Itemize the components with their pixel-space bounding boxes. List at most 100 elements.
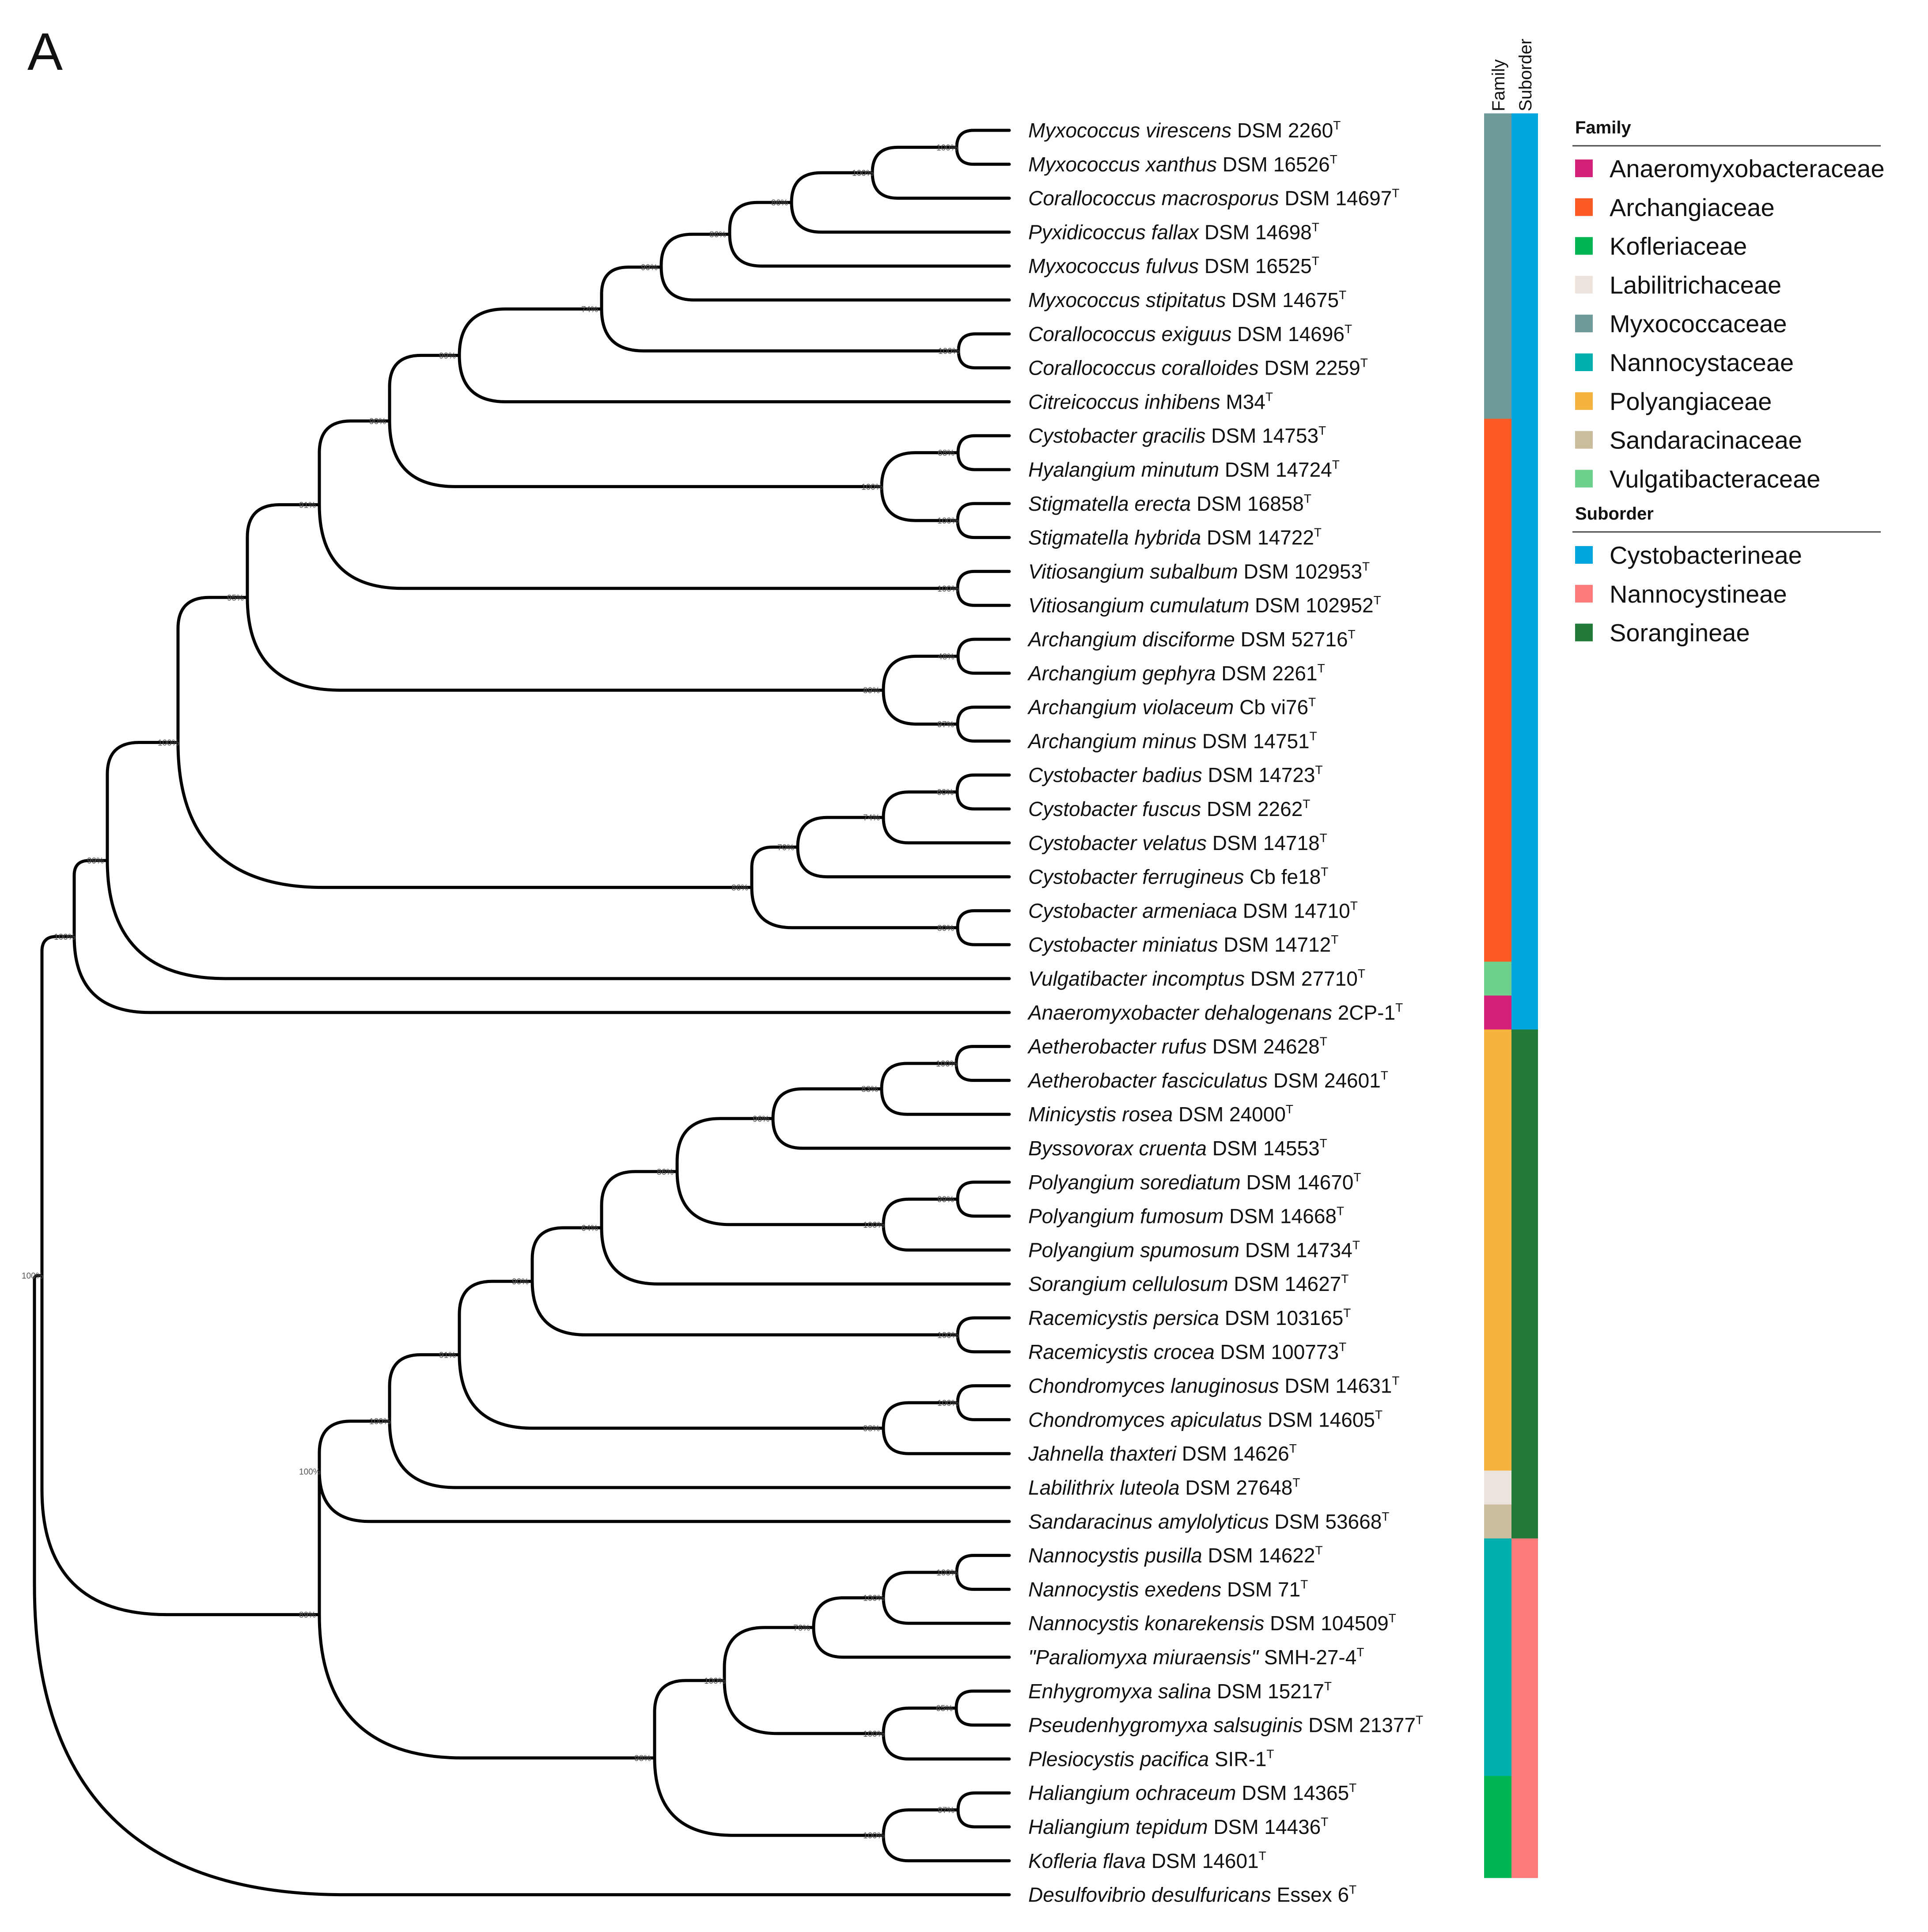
legend-swatch-sandaracinaceae	[1575, 431, 1593, 449]
taxon-species: Corallococcus coralloides	[1028, 357, 1259, 380]
taxon-species: Kofleria flava	[1028, 1849, 1146, 1872]
taxon-species: Enhygromyxa salina	[1028, 1680, 1211, 1703]
panel-label: A	[27, 22, 63, 81]
taxon-type-mark: T	[1350, 899, 1358, 912]
branch-n39-1	[388, 1420, 1011, 1489]
branch-n11-0	[880, 451, 960, 488]
branch-n1-1	[955, 145, 1011, 166]
bootstrap-n47: 97%	[938, 1806, 955, 1815]
taxon-strain: DSM 14675	[1226, 288, 1339, 311]
taxon-strain: DSM 14436	[1208, 1815, 1321, 1838]
taxon-label: Cystobacter miniatus DSM 14712T	[1028, 933, 1338, 956]
bootstrap-n51: 100%	[22, 1272, 43, 1281]
branch-n35-0	[530, 1226, 603, 1283]
branch-n46-1	[723, 1679, 885, 1735]
family-strip-cell	[1484, 894, 1511, 928]
taxon-label: Labilithrix luteola DSM 27648T	[1028, 1476, 1300, 1499]
legend: Family Anaeromyxobacteraceae Archangiacea…	[1572, 118, 1885, 647]
taxon-strain: DSM 16526	[1217, 153, 1330, 176]
branch-n39-0	[388, 1353, 461, 1423]
legend-swatch-myxococcaceae	[1575, 315, 1593, 333]
branch-n40-1	[318, 1469, 1011, 1523]
taxon-type-mark: T	[1360, 356, 1368, 370]
taxon-strain: DSM 14734	[1239, 1238, 1352, 1261]
branch-n13-1	[956, 587, 1011, 607]
suborder-strip-cell	[1511, 1538, 1538, 1573]
branch-n48-1	[882, 1833, 1011, 1863]
suborder-strip-cell	[1511, 1233, 1538, 1268]
branch-n10-1	[956, 519, 1011, 539]
taxon-strain: DSM 24628	[1207, 1035, 1320, 1058]
taxon-strain: DSM 15217	[1211, 1680, 1324, 1703]
bootstrap-n41: 100%	[936, 1568, 958, 1578]
taxon-species: Archangium violaceum	[1027, 696, 1234, 719]
branch-n50-1	[318, 1613, 656, 1760]
taxon-strain: DSM 14626	[1176, 1442, 1289, 1465]
taxon-species: Nannocystis exedens	[1028, 1578, 1221, 1601]
branch-root-0	[33, 1274, 44, 1587]
taxon-strain: DSM 27710	[1245, 967, 1358, 990]
family-strip-cell	[1484, 1029, 1511, 1064]
branch-n37-1	[882, 1427, 1011, 1455]
bootstrap-n36: 100%	[937, 1399, 959, 1408]
branch-n4-1	[728, 232, 1011, 268]
legend-swatch-nannocystaceae	[1575, 353, 1593, 371]
suborder-strip-cell	[1511, 385, 1538, 419]
taxon-species: Nannocystis konarekensis	[1028, 1612, 1264, 1635]
suborder-strip-cell	[1511, 1844, 1538, 1878]
taxon-label: Cystobacter gracilis DSM 14753T	[1028, 424, 1326, 447]
branch-n7-1	[600, 307, 960, 353]
suborder-strip-cell	[1511, 927, 1538, 962]
taxon-type-mark: T	[1321, 1815, 1328, 1829]
taxon-strain: Cb fe18	[1244, 865, 1321, 888]
bootstrap-n1: 100%	[936, 143, 958, 152]
family-strip-cell	[1484, 1538, 1511, 1573]
branch-n26-0	[72, 859, 109, 938]
family-strip-cell	[1484, 1335, 1511, 1369]
legend-swatch-vulgatibacteraceae	[1575, 470, 1593, 488]
taxon-strain: DSM 103165	[1219, 1306, 1343, 1329]
family-strip-cell	[1484, 1640, 1511, 1674]
taxon-label: Corallococcus coralloides DSM 2259T	[1028, 356, 1368, 380]
taxon-strain: DSM 102953	[1238, 560, 1362, 583]
taxon-strain: DSM 16858	[1191, 492, 1304, 515]
taxon-label: Cystobacter badius DSM 14723T	[1028, 763, 1323, 786]
taxon-type-mark: T	[1321, 865, 1328, 879]
taxon-label: Myxococcus xanthus DSM 16526T	[1028, 152, 1337, 176]
family-strip-cell	[1484, 1844, 1511, 1878]
taxon-strain: DSM 24601	[1268, 1069, 1381, 1092]
branch-n33-0	[600, 1170, 679, 1230]
family-strip-cell	[1484, 656, 1511, 691]
taxon-type-mark: T	[1343, 1306, 1351, 1320]
branch-n11-1	[880, 485, 959, 522]
taxon-label: Vulgatibacter incomptus DSM 27710T	[1028, 967, 1365, 990]
taxon-species: Cystobacter velatus	[1028, 831, 1207, 854]
taxon-strain: DSM 14724	[1219, 458, 1332, 481]
taxon-species: Plesiocystis pacifica	[1028, 1747, 1209, 1770]
taxon-strain: DSM 14718	[1207, 831, 1320, 854]
branch-n8-1	[458, 353, 1011, 403]
branch-n33-1	[600, 1226, 1011, 1286]
branch-n20-0	[882, 790, 959, 819]
branch-n25-1	[106, 859, 1011, 980]
bootstrap-n44: 65%	[936, 1704, 953, 1713]
taxon-label: Aetherobacter fasciculatus DSM 24601T	[1027, 1068, 1388, 1092]
taxon-type-mark: T	[1392, 1374, 1399, 1388]
branch-n27-0	[955, 1045, 1011, 1065]
family-strip-cell	[1484, 792, 1511, 826]
suborder-strip-cell	[1511, 656, 1538, 691]
taxon-type-mark: T	[1308, 695, 1316, 709]
bootstrap-n22: 80%	[937, 924, 954, 933]
taxon-strain: DSM 71	[1221, 1578, 1300, 1601]
taxon-species: Myxococcus virescens	[1028, 119, 1231, 142]
family-strip-cell	[1484, 351, 1511, 385]
taxon-label: Enhygromyxa salina DSM 15217T	[1028, 1679, 1332, 1703]
bootstrap-values: 100% 100% 86% 86% 99% 100% 74% 99% 68% 100% 100% 90…	[22, 143, 960, 1841]
branch-n42-0	[882, 1571, 958, 1600]
family-strip-cell	[1484, 486, 1511, 521]
branch-n34-0	[956, 1316, 1011, 1336]
bootstrap-n7: 74%	[581, 305, 598, 314]
branch-n22-0	[956, 909, 1011, 930]
bootstrap-n3: 86%	[771, 198, 788, 208]
branch-n34-1	[956, 1333, 1011, 1354]
